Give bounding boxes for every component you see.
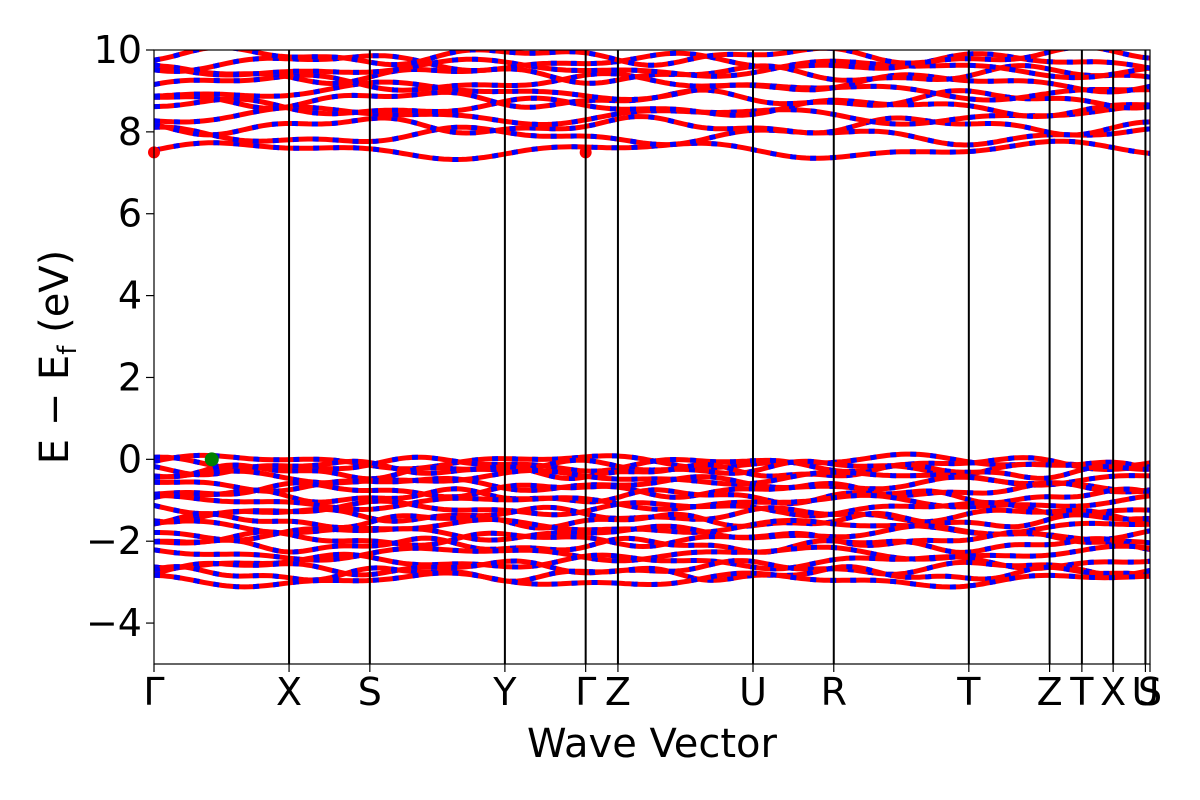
valence-band-overlay bbox=[154, 535, 1150, 555]
conduction-band-overlay bbox=[154, 113, 1150, 138]
valence-band-overlay bbox=[154, 492, 1150, 513]
x-tick-label: U bbox=[1132, 670, 1160, 714]
x-tick-label: T bbox=[956, 670, 981, 714]
band-lines bbox=[154, 50, 1150, 590]
x-tick-label: Y bbox=[492, 670, 517, 714]
y-tick-label: 6 bbox=[118, 192, 142, 236]
y-axis-label-sub: f bbox=[53, 345, 83, 355]
conduction-band-overlay bbox=[154, 63, 1150, 87]
y-tick-label: −4 bbox=[86, 601, 142, 645]
y-axis-ticks: −4 −2 0 2 4 6 8 10 bbox=[86, 28, 154, 645]
conduction-band-overlay bbox=[154, 95, 1150, 120]
valence-band-overlay bbox=[154, 523, 1150, 543]
y-tick-label: −2 bbox=[86, 519, 142, 563]
x-axis-label: Wave Vector bbox=[527, 721, 778, 767]
valence-band-overlay bbox=[154, 529, 1150, 550]
x-tick-label: T bbox=[1069, 670, 1094, 714]
y-axis-label-unit: (eV) bbox=[32, 250, 78, 346]
valence-band-overlay bbox=[154, 468, 1150, 488]
vbm-marker bbox=[204, 452, 219, 467]
x-tick-label: R bbox=[821, 670, 847, 714]
x-tick-label: Z bbox=[605, 670, 631, 714]
high-symmetry-lines bbox=[288, 50, 1147, 664]
valence-band-overlay bbox=[154, 551, 1150, 572]
x-tick-label: Γ bbox=[143, 670, 164, 714]
x-tick-label: S bbox=[358, 670, 382, 714]
y-tick-label: 4 bbox=[118, 274, 142, 318]
x-tick-label: X bbox=[276, 670, 302, 714]
y-axis-label: E − Ef (eV) bbox=[32, 250, 83, 465]
valence-band-overlay bbox=[154, 498, 1150, 519]
x-tick-label: Z bbox=[1037, 670, 1063, 714]
conduction-band-overlay bbox=[154, 79, 1150, 103]
valence-band-overlay bbox=[154, 486, 1150, 507]
conduction-band-overlay bbox=[154, 50, 1150, 68]
x-axis-ticks: Γ X S Y Γ Z U R T Z T X US bbox=[143, 664, 1162, 714]
x-tick-label: U bbox=[739, 670, 767, 714]
conduction-band-overlay bbox=[154, 56, 1150, 81]
valence-band-overlay bbox=[154, 474, 1150, 494]
x-tick-label: X bbox=[1100, 670, 1126, 714]
conduction-band-overlay bbox=[154, 124, 1150, 148]
valence-band-overlay bbox=[154, 461, 1150, 482]
plot-frame bbox=[153, 49, 1151, 665]
y-tick-label: 0 bbox=[118, 437, 142, 481]
x-tick-label: S bbox=[1138, 670, 1162, 714]
valence-band-overlay bbox=[154, 517, 1150, 537]
valence-band-overlay bbox=[154, 454, 1150, 474]
valence-band-overlay bbox=[154, 570, 1150, 590]
valence-band-overlay bbox=[154, 510, 1150, 531]
valence-band-overlay bbox=[154, 564, 1150, 584]
y-axis-label-main: E − E bbox=[32, 355, 78, 465]
conduction-band-overlay bbox=[154, 50, 1150, 74]
y-tick-label: 2 bbox=[118, 355, 142, 399]
valence-band-overlay bbox=[154, 480, 1150, 500]
y-tick-label: 10 bbox=[94, 28, 142, 72]
conduction-band-overlay bbox=[154, 70, 1150, 95]
x-tick-label: Γ bbox=[575, 670, 596, 714]
y-tick-label: 8 bbox=[118, 110, 142, 154]
